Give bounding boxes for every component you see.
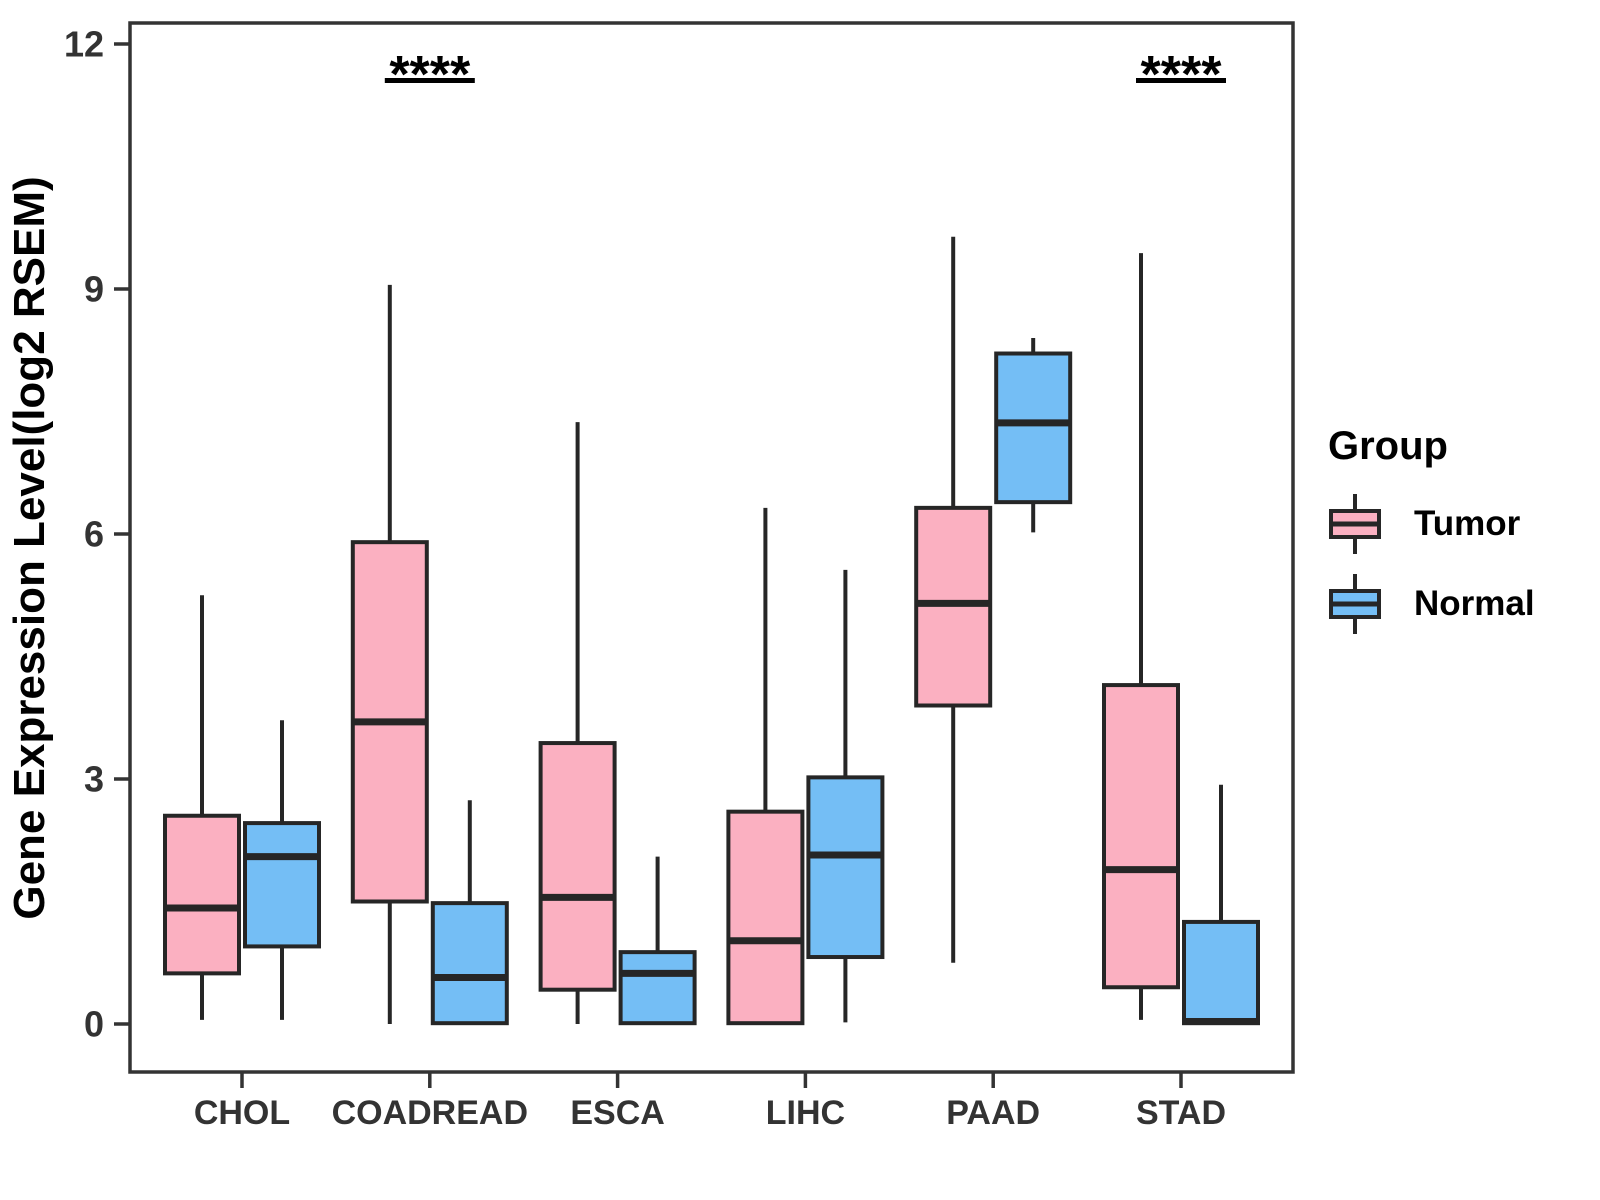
box-stad-tumor (1102, 683, 1180, 990)
x-axis-label-paad: PAAD (946, 1094, 1040, 1132)
box-esca-tumor (538, 741, 617, 992)
box-lihc-tumor (726, 809, 805, 1026)
y-axis-title: Gene Expression Level(log2 RSEM) (5, 176, 54, 919)
box-lihc-normal (806, 775, 885, 960)
box-esca-normal (618, 950, 697, 1026)
box-chol-tumor (163, 813, 241, 976)
significance-stars-coadread: **** (389, 46, 471, 104)
y-axis-tick-label: 12 (64, 23, 104, 64)
x-axis-label-esca: ESCA (570, 1094, 664, 1132)
x-axis-label-chol: CHOL (194, 1094, 290, 1132)
y-axis-tick-label: 3 (84, 758, 104, 799)
significance-bar-stad (1136, 78, 1226, 83)
y-axis-tick-label: 9 (84, 268, 104, 309)
tumor-boxplot-glyph (1329, 494, 1381, 554)
x-axis-label-stad: STAD (1136, 1094, 1226, 1132)
box-paad-normal (994, 351, 1073, 505)
significance-stars-stad: **** (1141, 46, 1223, 104)
box-coadread-normal (430, 901, 509, 1026)
normal-boxplot-glyph (1329, 574, 1381, 634)
x-axis-label-coadread: COADREAD (332, 1094, 528, 1132)
y-axis-tick-label: 0 (84, 1004, 104, 1045)
y-axis-tick-label: 6 (84, 513, 104, 554)
legend-item-tumor: Tumor (1322, 491, 1535, 557)
significance-bar-coadread (384, 78, 475, 83)
legend-item-normal: Normal (1322, 571, 1535, 637)
legend: Group Tumor Normal (1322, 424, 1535, 651)
legend-label-tumor: Tumor (1414, 504, 1521, 543)
box-chol-normal (243, 821, 321, 949)
x-axis-label-lihc: LIHC (766, 1094, 845, 1132)
legend-title: Group (1328, 424, 1448, 468)
plot-panel-border (128, 21, 1295, 1074)
box-stad-normal (1182, 919, 1260, 1026)
legend-label-normal: Normal (1414, 584, 1535, 623)
